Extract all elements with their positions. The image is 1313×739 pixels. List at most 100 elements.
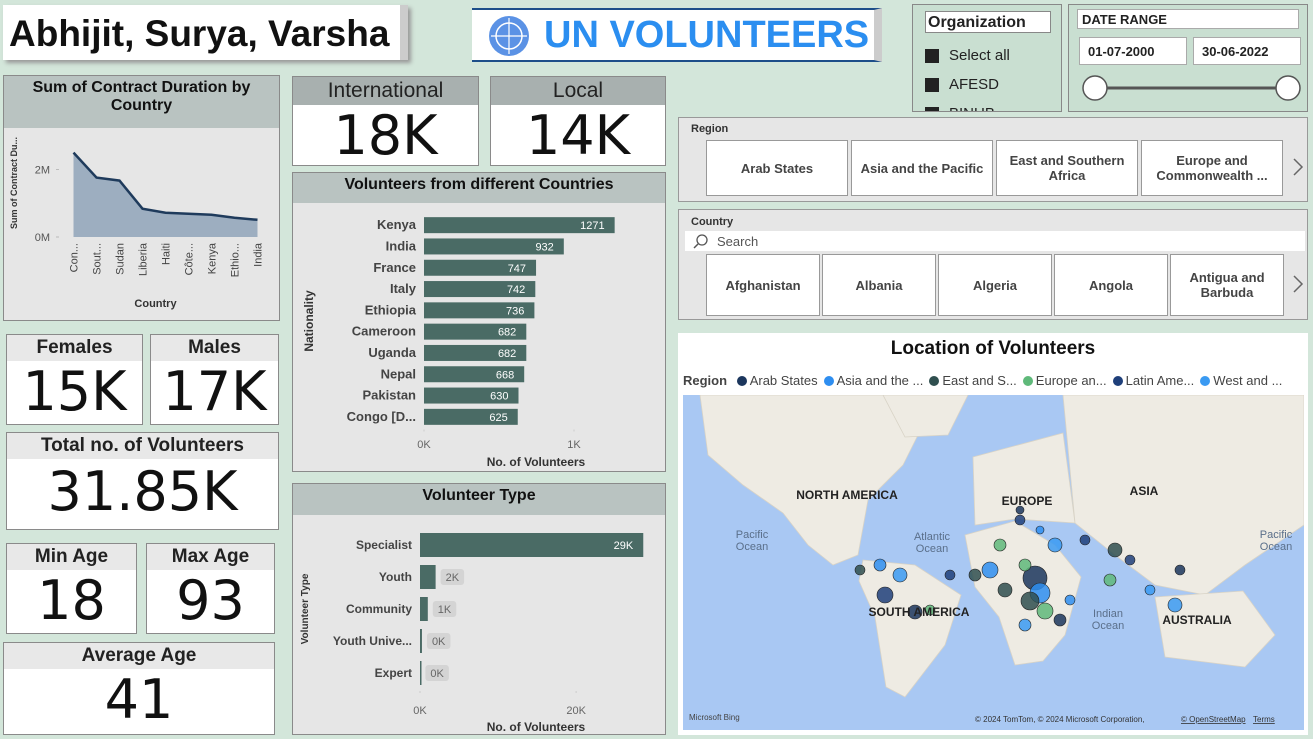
- bar-chart-panel: Volunteer Type 0K 20K Specialist 29K Youth 2K…: [292, 483, 666, 735]
- next-arrow[interactable]: [1291, 273, 1305, 295]
- card-label: Males: [151, 335, 278, 361]
- slicer-button[interactable]: Antigua and Barbuda: [1170, 254, 1284, 316]
- arrow-icon: [1293, 275, 1304, 293]
- kpi-card: Min Age 18: [6, 543, 137, 634]
- x-axis-label: No. of Volunteers: [487, 720, 586, 734]
- map-label-line: AUSTRALIA: [1162, 613, 1232, 627]
- y-tick-label: Youth: [379, 570, 412, 584]
- y-tick-label: Ethiopia: [365, 302, 417, 317]
- bar: [424, 366, 525, 383]
- slicer-button[interactable]: Albania: [822, 254, 936, 316]
- location-bubble[interactable]: [907, 604, 923, 620]
- legend-item[interactable]: Asia and the ...: [823, 373, 924, 388]
- search-box[interactable]: Search: [685, 231, 1305, 251]
- legend-item[interactable]: Europe an...: [1022, 373, 1107, 388]
- location-bubble[interactable]: [854, 564, 866, 576]
- slicer-button[interactable]: Arab States: [706, 140, 848, 196]
- legend-dot: [1200, 376, 1211, 386]
- chart-title: Volunteers from different Countries: [293, 173, 665, 203]
- map-label-line: Ocean: [1260, 541, 1292, 553]
- location-bubble[interactable]: [997, 582, 1013, 598]
- location-bubble[interactable]: [981, 561, 999, 579]
- date-start[interactable]: 01-07-2000: [1079, 37, 1187, 65]
- legend-item[interactable]: East and S...: [929, 373, 1017, 388]
- location-bubble[interactable]: [1053, 613, 1067, 627]
- y-axis-label: Volunteer Type: [300, 573, 311, 644]
- legend-item[interactable]: West and ...: [1200, 373, 1282, 388]
- title-box: UN VOLUNTEERS: [472, 8, 882, 62]
- location-bubble[interactable]: [1064, 594, 1076, 606]
- slicer-button[interactable]: East and Southern Africa: [996, 140, 1138, 196]
- legend-item[interactable]: Arab States: [736, 373, 818, 388]
- y-tick-label: Cameroon: [352, 324, 416, 339]
- next-arrow[interactable]: [1291, 156, 1305, 178]
- y-tick-label: Kenya: [377, 217, 417, 232]
- location-bubble[interactable]: [993, 538, 1007, 552]
- area-chart: 0M 2M Con... Sout... Sudan Liberia Haiti Côte..…: [9, 137, 265, 310]
- slicer-button[interactable]: Afghanistan: [706, 254, 820, 316]
- location-bubble[interactable]: [1020, 591, 1040, 611]
- legend-dot: [929, 376, 940, 386]
- location-bubble[interactable]: [876, 586, 894, 604]
- location-bubble[interactable]: [1015, 505, 1025, 515]
- location-bubble[interactable]: [1036, 602, 1054, 620]
- checkbox[interactable]: [925, 77, 939, 92]
- location-bubble[interactable]: [968, 568, 982, 582]
- range-slider: [1082, 75, 1301, 101]
- value-label: 0K: [430, 668, 444, 680]
- kpi-card: Males 17K: [150, 334, 279, 425]
- y-tick-label: Italy: [390, 281, 417, 296]
- location-bubble[interactable]: [1107, 542, 1123, 558]
- checkbox[interactable]: [925, 106, 939, 111]
- dashboard-title: UN VOLUNTEERS: [544, 14, 870, 56]
- location-bubble[interactable]: [1014, 514, 1026, 526]
- card-value: 41: [104, 668, 174, 731]
- y-tick-label: Congo [D...: [347, 409, 416, 424]
- legend-label: Arab States: [749, 373, 818, 388]
- kpi-card: Total no. of Volunteers 31.85K: [6, 432, 279, 530]
- location-bubble[interactable]: [924, 604, 936, 616]
- slicer-item[interactable]: BINUB: [925, 99, 1053, 111]
- location-bubble[interactable]: [1144, 584, 1156, 596]
- map-label-line: Indian: [1093, 608, 1123, 620]
- location-bubble[interactable]: [944, 569, 956, 581]
- location-bubble[interactable]: [892, 567, 908, 583]
- slicer-button[interactable]: Europe and Commonwealth ...: [1141, 140, 1283, 196]
- location-bubble[interactable]: [1018, 558, 1032, 572]
- legend-label: East and S...: [942, 373, 1017, 388]
- location-bubble[interactable]: [1047, 537, 1063, 553]
- location-bubble[interactable]: [1035, 525, 1045, 535]
- slicer-item[interactable]: AFESD: [925, 70, 1053, 99]
- slicer-button[interactable]: Algeria: [938, 254, 1052, 316]
- card-label: Local: [491, 77, 665, 105]
- bar: [420, 533, 644, 557]
- location-bubble[interactable]: [1103, 573, 1117, 587]
- x-tick-label: Sout...: [92, 243, 104, 275]
- x-tick-label: 1K: [567, 439, 581, 451]
- location-bubble[interactable]: [1018, 618, 1032, 632]
- checkbox[interactable]: [925, 48, 939, 63]
- location-bubble[interactable]: [1174, 564, 1186, 576]
- bar: [424, 323, 527, 340]
- location-bubble[interactable]: [1124, 554, 1136, 566]
- slicer-button[interactable]: Asia and the Pacific: [851, 140, 993, 196]
- map-label: AUSTRALIA: [1162, 613, 1232, 627]
- map-osm-link[interactable]: © OpenStreetMap: [1181, 715, 1246, 724]
- value-label: 2K: [446, 572, 460, 584]
- legend-label: Asia and the ...: [836, 373, 924, 388]
- date-end[interactable]: 30-06-2022: [1193, 37, 1301, 65]
- slider-handle[interactable]: [1275, 75, 1301, 101]
- x-tick-label: Liberia: [138, 242, 150, 276]
- map-terms-link[interactable]: Terms: [1253, 715, 1275, 724]
- legend-item[interactable]: Latin Ame...: [1112, 373, 1194, 388]
- map-label: Atlantic Ocean: [914, 531, 951, 555]
- slicer-item[interactable]: Select all: [925, 41, 1053, 70]
- bar-chart: 0K 1K Kenya 1271 India 932 France 747 Italy 742 Et…: [302, 217, 615, 469]
- location-bubble[interactable]: [1167, 597, 1183, 613]
- location-bubble[interactable]: [1079, 534, 1091, 546]
- slider-handle[interactable]: [1082, 75, 1108, 101]
- location-bubble[interactable]: [873, 558, 887, 572]
- value-label: 1K: [438, 604, 452, 616]
- slicer-button[interactable]: Angola: [1054, 254, 1168, 316]
- value-label: 625: [489, 412, 507, 424]
